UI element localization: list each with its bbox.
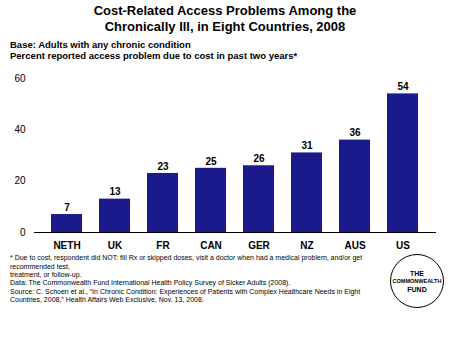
html-text:Base: Adults with any chronic: Base: Adults with any chronic condition … [10,38,298,62]
svg-text:54: 54 [397,81,409,92]
svg-text:25: 25 [205,156,217,167]
html-text:Data: The Commonwealth Fund In: Data: The Commonwealth Fund Internationa… [10,279,291,287]
html-text:Cost-Related Access Problems A: Cost-Related Access Problems Among the C… [93,3,357,35]
svg-text:FR: FR [156,240,170,251]
svg-text:7: 7 [64,202,70,213]
html-text:COMMONWEALTH: COMMONWEALTH [392,277,442,284]
html-text:treatment, or follow-up.: treatment, or follow-up. [10,271,82,278]
svg-text:NZ: NZ [300,240,313,251]
svg-text:26: 26 [253,153,265,164]
svg-text:UK: UK [108,240,123,251]
svg-text:NETH: NETH [53,240,80,251]
svg-text:23: 23 [157,161,169,172]
svg-text:US: US [396,240,410,251]
html-text:THE: THE [410,269,424,277]
html-text:Source: C. Schoen et al., “In: Source: C. Schoen et al., “In Chronic Co… [10,287,361,295]
svg-text:13: 13 [109,187,121,198]
html-text:Countries, 2008,” Health Affai: Countries, 2008,” Health Affairs Web Exc… [10,296,204,304]
svg-text:40: 40 [14,124,26,135]
svg-text:60: 60 [14,73,26,84]
html-text:* Due to cost, respondent did: * Due to cost, respondent did NOT: fill … [10,254,363,270]
svg-text:31: 31 [301,140,313,151]
svg-text:0: 0 [20,227,26,238]
svg-text:20: 20 [14,176,26,187]
svg-text:CAN: CAN [200,240,222,251]
html-text:FUND: FUND [407,285,427,293]
svg-text:AUS: AUS [344,240,365,251]
svg-text:36: 36 [349,128,361,139]
svg-text:GER: GER [248,240,270,251]
